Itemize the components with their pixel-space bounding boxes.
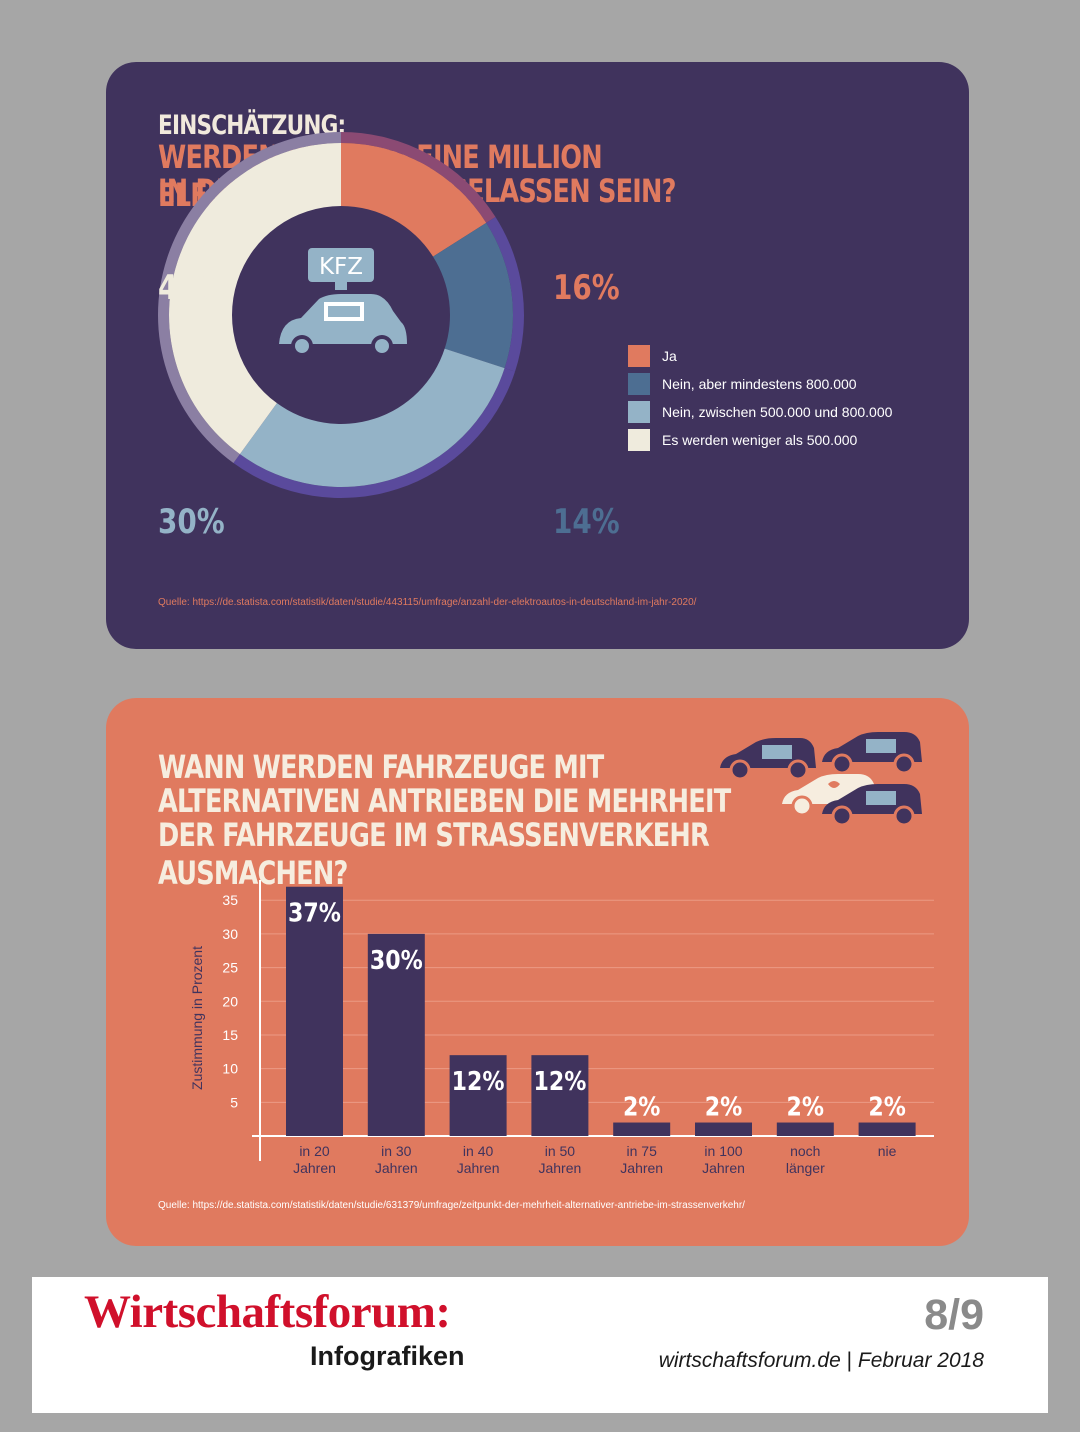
brand-logo: Wirtschaftsforum: — [84, 1286, 451, 1338]
separator: | — [846, 1349, 853, 1372]
pie-chart-card: EINSCHÄTZUNG: WERDEN BIS 2020 EINE MILLI… — [106, 62, 969, 649]
bar — [449, 1055, 507, 1136]
bar — [286, 886, 343, 1136]
x-tick-label: Jahren — [702, 1160, 745, 1176]
legend-item-nein-800: Nein, aber mindestens 800.000 — [628, 372, 892, 395]
legend-item-ja: Ja — [628, 344, 892, 367]
card2-title-line2: ALTERNATIVEN ANTRIEBEN DIE MEHRHEIT — [158, 782, 731, 820]
x-tick-label: Jahren — [293, 1160, 336, 1176]
x-tick-label: in 30 — [381, 1143, 412, 1159]
card2-title-line1: WANN WERDEN FAHRZEUGE MIT — [158, 748, 604, 786]
x-tick-label: Jahren — [457, 1160, 500, 1176]
legend-item-500-800: Nein, zwischen 500.000 und 800.000 — [628, 400, 892, 423]
edition-date: Februar 2018 — [857, 1349, 984, 1372]
legend-swatch — [628, 428, 650, 451]
donut-rim-segment — [341, 132, 496, 223]
x-tick-label: in 50 — [545, 1143, 576, 1159]
bar — [695, 1122, 752, 1136]
donut-rim-segment — [486, 216, 524, 372]
page-number: 8/9 — [924, 1291, 984, 1339]
pct-label-ja: 16% — [553, 268, 620, 308]
footer-bar: Wirtschaftsforum: Infografiken 8/9 wirts… — [32, 1277, 1048, 1413]
donut-slice — [169, 143, 341, 455]
edition-line: wirtschaftsforum.de | Februar 2018 — [659, 1349, 984, 1373]
y-tick-label: 10 — [222, 1061, 238, 1077]
car-icon — [720, 738, 816, 781]
bar-value-label: 2% — [623, 1092, 660, 1122]
legend-swatch — [628, 372, 650, 395]
donut-slice — [433, 222, 513, 369]
donut-chart: KFZ — [158, 132, 524, 498]
bar-value-label: 2% — [868, 1092, 905, 1122]
car-icon — [822, 784, 922, 827]
y-tick-label: 20 — [222, 993, 238, 1009]
legend-swatch — [628, 400, 650, 423]
x-tick-label: länger — [786, 1160, 825, 1176]
legend-item-weniger: Es werden weniger als 500.000 — [628, 428, 892, 451]
donut-slice — [341, 143, 487, 257]
legend-swatch — [628, 344, 650, 367]
pct-label-nein-800: 14% — [553, 502, 620, 542]
cars-illustration — [720, 732, 922, 827]
brand-subtitle: Infografiken — [310, 1341, 465, 1371]
x-tick-label: in 75 — [627, 1143, 658, 1159]
y-tick-label: 15 — [222, 1027, 238, 1043]
site-link[interactable]: wirtschaftsforum.de — [658, 1349, 841, 1372]
bar-value-label: 37% — [288, 898, 341, 928]
y-tick-label: 35 — [222, 892, 238, 908]
y-axis-label: Zustimmung in Prozent — [189, 946, 205, 1090]
bar-value-label: 30% — [370, 945, 423, 975]
x-tick-label: Jahren — [375, 1160, 418, 1176]
bar-value-label: 12% — [452, 1066, 505, 1096]
bar — [776, 1122, 834, 1136]
bar — [367, 933, 425, 1136]
x-tick-label: Jahren — [538, 1160, 581, 1176]
bar — [613, 1122, 671, 1136]
x-tick-label: noch — [790, 1143, 820, 1159]
kfz-label: KFZ — [319, 254, 363, 280]
y-tick-label: 25 — [222, 960, 238, 976]
x-tick-label: Jahren — [620, 1160, 663, 1176]
legend-label: Ja — [662, 347, 677, 364]
donut-rim-segment — [233, 368, 516, 498]
bar — [858, 1122, 916, 1136]
bar-value-label: 12% — [533, 1066, 586, 1096]
x-tick-label: in 100 — [704, 1143, 742, 1159]
card2-title-line3: DER FAHRZEUGE IM STRASSENVERKEHR AUSMACH… — [158, 816, 710, 892]
bar-value-label: 2% — [705, 1092, 742, 1122]
legend-label: Nein, zwischen 500.000 und 800.000 — [662, 403, 893, 420]
x-tick-label: in 20 — [299, 1143, 330, 1159]
legend-label: Nein, aber mindestens 800.000 — [662, 375, 857, 392]
bar — [531, 1055, 589, 1136]
card2-source: Quelle: https://de.statista.com/statisti… — [158, 1200, 745, 1211]
kfz-car-icon: KFZ — [279, 248, 407, 357]
bar-value-label: 2% — [787, 1092, 824, 1122]
car-icon — [822, 732, 922, 775]
x-tick-label: in 40 — [463, 1143, 494, 1159]
y-tick-label: 30 — [222, 926, 238, 942]
donut-slice — [239, 348, 505, 487]
pct-label-weniger: 40% — [158, 268, 225, 308]
pct-label-500-800: 30% — [158, 502, 225, 542]
legend-label: Es werden weniger als 500.000 — [662, 431, 858, 448]
bar-chart: 5 10 15 20 25 30 35 Zustimmung in Prozent 37% in … — [189, 880, 934, 1176]
bar-chart-card: WANN WERDEN FAHRZEUGE MIT ALTERNATIVEN A… — [106, 698, 969, 1246]
card1-source: Quelle: https://de.statista.com/statisti… — [158, 597, 697, 608]
x-tick-label: nie — [878, 1143, 897, 1159]
pie-legend: Ja Nein, aber mindestens 800.000 Nein, z… — [628, 344, 892, 456]
y-tick-label: 5 — [230, 1094, 238, 1110]
